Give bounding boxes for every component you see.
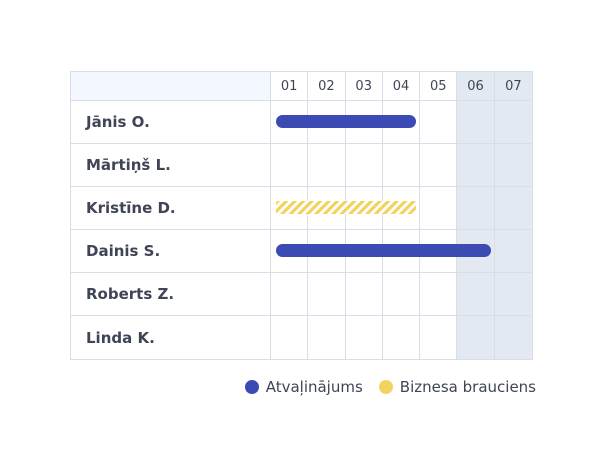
absence-calendar-grid: 01 02 03 04 05 06 07 Jānis O. Mārtiņš L.… [70,71,533,360]
business-trip-bar[interactable] [276,201,417,214]
day-header-07: 07 [494,72,532,101]
calendar-cell[interactable] [457,316,495,359]
legend-item-vacation: Atvaļinājums [244,378,363,396]
employee-name: Kristīne D. [71,187,271,230]
calendar-cell[interactable] [457,101,495,144]
calendar-cell[interactable] [345,144,383,187]
business-dot-icon [378,380,393,394]
employee-name: Linda K. [71,316,271,359]
calendar-cell[interactable] [457,273,495,316]
calendar-cell[interactable] [271,230,492,273]
calendar-cell[interactable] [420,144,458,187]
calendar-cell[interactable] [494,101,532,144]
day-header-04: 04 [382,72,421,101]
day-header-01: 01 [271,72,309,101]
calendar-cell[interactable] [382,101,421,144]
calendar-cell[interactable] [271,187,417,230]
day-header-06: 06 [457,72,495,101]
calendar-cell[interactable] [420,316,458,359]
calendar-cell[interactable] [308,316,346,359]
employee-name: Roberts Z. [71,273,271,316]
calendar-cell[interactable] [383,316,421,359]
employee-name: Dainis S. [71,230,271,273]
calendar-cell[interactable] [271,144,309,187]
calendar-cell[interactable] [420,273,458,316]
calendar-cell[interactable] [457,187,495,230]
calendar-cell[interactable] [382,273,421,316]
legend: Atvaļinājums Biznesa brauciens [229,378,536,396]
calendar-cell[interactable] [494,144,532,187]
vacation-dot-icon [244,380,259,394]
employee-name: Mārtiņš L. [71,144,271,187]
employee-name: Jānis O. [71,101,271,144]
calendar-cell[interactable] [346,316,383,359]
vacation-bar[interactable] [276,244,492,257]
vacation-bar[interactable] [276,115,417,128]
calendar-cell[interactable] [308,144,346,187]
legend-label-business: Biznesa brauciens [399,378,536,396]
legend-item-business: Biznesa brauciens [378,378,536,396]
calendar-cell[interactable] [494,187,532,230]
legend-label-vacation: Atvaļinājums [265,378,363,396]
calendar-cell[interactable] [457,144,495,187]
calendar-cell[interactable] [494,230,532,273]
day-header-02: 02 [308,72,346,101]
header-corner [71,72,271,101]
calendar-cell[interactable] [494,316,532,359]
calendar-cell[interactable] [271,316,309,359]
day-header-03: 03 [345,72,383,101]
calendar-cell[interactable] [308,273,346,316]
calendar-cell[interactable] [382,187,421,230]
calendar-cell[interactable] [345,273,383,316]
calendar-cell[interactable] [271,273,309,316]
calendar-cell[interactable] [494,273,532,316]
calendar-cell[interactable] [271,101,417,144]
calendar-cell[interactable] [382,144,421,187]
calendar-cell[interactable] [420,101,458,144]
calendar-cell[interactable] [420,187,458,230]
day-header-05: 05 [420,72,458,101]
